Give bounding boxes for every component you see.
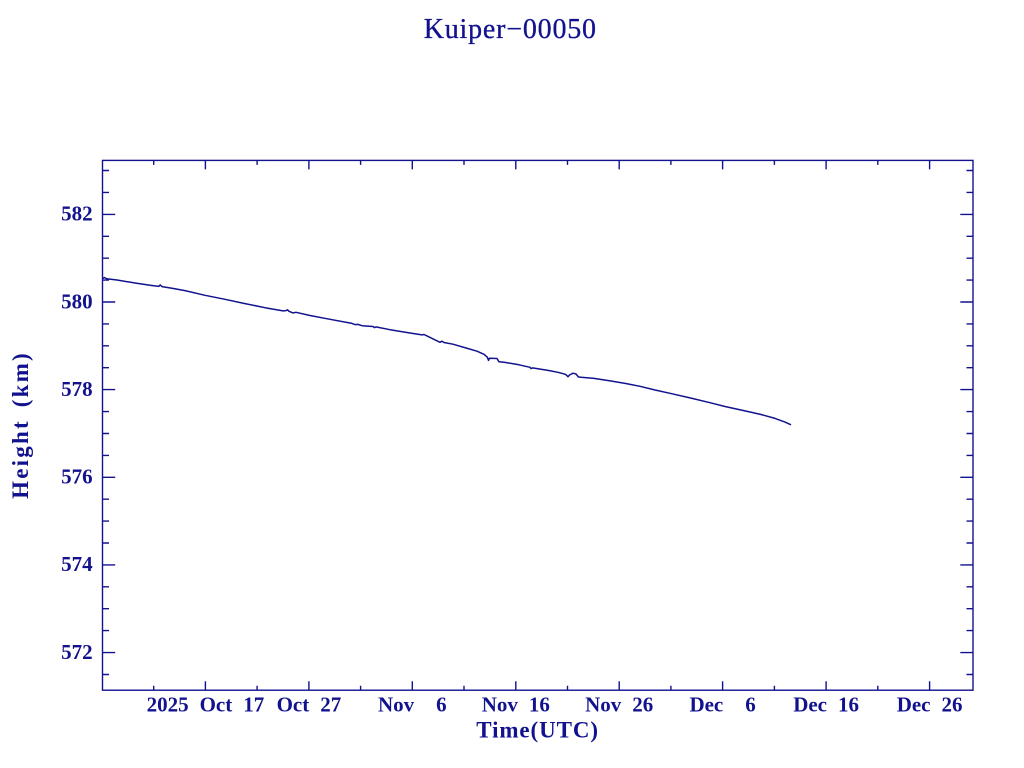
svg-text:572: 572 (61, 640, 93, 664)
svg-text:Dec 26: Dec 26 (897, 692, 963, 716)
svg-text:Dec 16: Dec 16 (793, 692, 859, 716)
svg-text:Nov 16: Nov 16 (482, 692, 550, 716)
svg-text:580: 580 (61, 289, 93, 313)
svg-text:Kuiper−00050: Kuiper−00050 (424, 14, 597, 45)
svg-text:574: 574 (61, 552, 93, 576)
svg-text:Height (km): Height (km) (8, 351, 33, 499)
svg-text:582: 582 (61, 202, 93, 226)
svg-text:578: 578 (61, 377, 93, 401)
svg-text:2025 Oct 17: 2025 Oct 17 (147, 692, 265, 716)
svg-text:Dec 6: Dec 6 (689, 692, 755, 716)
svg-text:Nov 6: Nov 6 (378, 692, 447, 716)
svg-text:576: 576 (61, 465, 93, 489)
svg-text:Nov 26: Nov 26 (585, 692, 653, 716)
svg-text:Oct 27: Oct 27 (277, 692, 342, 716)
svg-text:Time(UTC): Time(UTC) (476, 718, 599, 743)
